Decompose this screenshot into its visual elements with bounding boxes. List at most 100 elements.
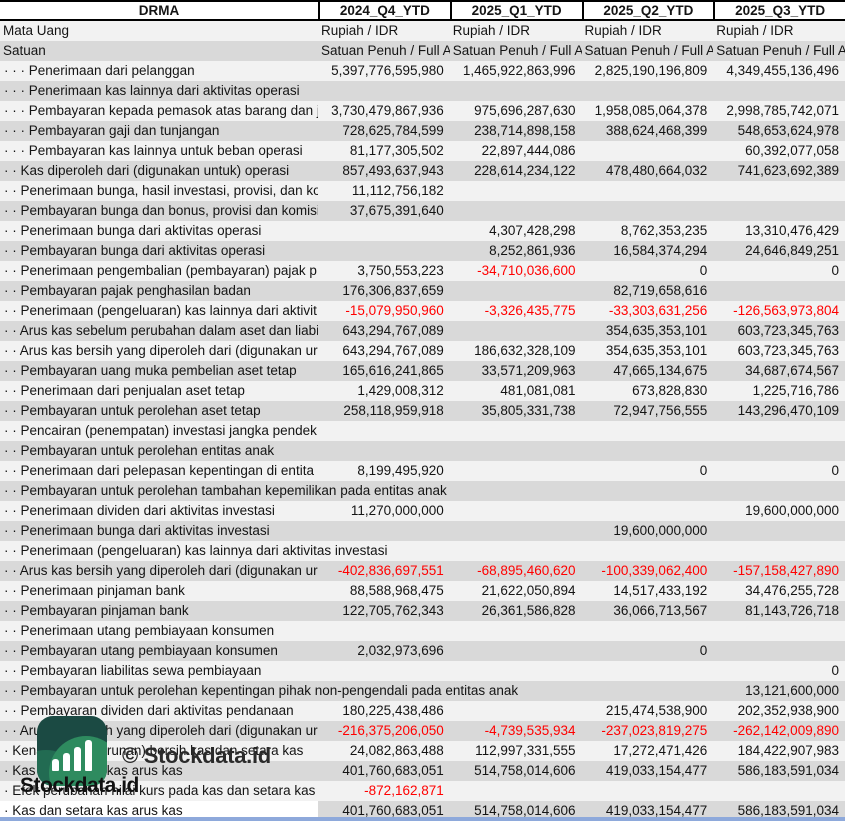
value-cell[interactable] <box>318 481 450 501</box>
value-cell[interactable]: 22,897,444,086 <box>481 143 576 158</box>
value-cell[interactable]: 741,623,692,389 <box>737 163 839 178</box>
value-cell[interactable] <box>582 661 714 681</box>
value-cell[interactable]: 857,493,637,943 <box>342 163 444 178</box>
value-cell[interactable] <box>713 481 845 501</box>
row-label[interactable]: · · · Pembayaran kepada pemasok atas bar… <box>4 103 318 118</box>
value-cell[interactable]: 19,600,000,000 <box>613 523 708 538</box>
value-cell[interactable]: 186,632,328,109 <box>474 343 576 358</box>
value-cell[interactable]: 180,225,438,486 <box>342 703 444 718</box>
value-cell[interactable] <box>450 81 582 101</box>
value-cell[interactable] <box>450 441 582 461</box>
value-cell[interactable]: 19,600,000,000 <box>745 503 839 518</box>
value-cell[interactable] <box>318 621 450 641</box>
value-cell[interactable]: 47,665,134,675 <box>613 363 708 378</box>
value-cell[interactable] <box>318 441 450 461</box>
value-cell[interactable]: 17,272,471,426 <box>613 743 708 758</box>
value-cell[interactable] <box>318 681 450 701</box>
value-cell[interactable] <box>582 201 714 221</box>
value-cell[interactable] <box>318 541 450 561</box>
value-cell[interactable] <box>713 621 845 641</box>
row-label[interactable]: · Kas dan setara kas arus kas <box>0 801 318 821</box>
value-cell[interactable]: 603,723,345,763 <box>737 343 839 358</box>
row-label[interactable]: · · Pembayaran untuk perolehan kepenting… <box>4 683 519 698</box>
value-cell[interactable]: 1,429,008,312 <box>357 383 444 398</box>
value-cell[interactable]: 354,635,353,101 <box>605 323 708 338</box>
meta-row-label[interactable]: Satuan <box>3 43 46 58</box>
value-cell[interactable]: 21,622,050,894 <box>481 583 576 598</box>
value-cell[interactable]: 11,270,000,000 <box>350 503 444 518</box>
value-cell[interactable]: -34,710,036,600 <box>477 263 576 278</box>
value-cell[interactable]: 0 <box>831 463 839 478</box>
row-label[interactable]: · · Arus kas bersih yang diperoleh dari … <box>4 343 318 358</box>
value-cell[interactable]: 1,958,085,064,378 <box>594 103 708 118</box>
value-cell[interactable]: 2,032,973,696 <box>357 643 444 658</box>
value-cell[interactable]: 514,758,014,606 <box>474 763 576 778</box>
row-label[interactable]: · · Pembayaran utang pembiayaan konsumen <box>4 643 278 658</box>
value-cell[interactable]: 4,349,455,136,496 <box>726 63 839 78</box>
value-cell[interactable]: 228,614,234,122 <box>474 163 576 178</box>
value-cell[interactable]: 88,588,968,475 <box>349 583 444 598</box>
value-cell[interactable]: 8,762,353,235 <box>620 223 708 238</box>
value-cell[interactable] <box>713 181 845 201</box>
value-cell[interactable] <box>713 641 845 661</box>
value-cell[interactable]: 0 <box>699 643 708 658</box>
column-header-2025-q3[interactable]: 2025_Q3_YTD <box>713 2 845 19</box>
value-cell[interactable] <box>450 321 582 341</box>
value-cell[interactable] <box>450 541 582 561</box>
value-cell[interactable] <box>713 81 845 101</box>
value-cell[interactable]: -157,158,427,890 <box>733 563 839 578</box>
value-cell[interactable]: -872,162,871 <box>364 783 444 798</box>
meta-row-value[interactable]: Rupiah / IDR <box>452 23 531 38</box>
value-cell[interactable] <box>318 521 450 541</box>
meta-row-value[interactable]: Satuan Penuh / Full A <box>716 43 845 58</box>
row-label[interactable]: · · · Pembayaran kas lainnya untuk beban… <box>4 143 303 158</box>
value-cell[interactable]: 4,307,428,298 <box>489 223 576 238</box>
value-cell[interactable]: 2,825,190,196,809 <box>594 63 708 78</box>
value-cell[interactable] <box>318 221 450 241</box>
column-header-2025-q2[interactable]: 2025_Q2_YTD <box>581 2 714 19</box>
value-cell[interactable]: 215,474,538,900 <box>605 703 708 718</box>
value-cell[interactable] <box>318 421 450 441</box>
value-cell[interactable]: 13,310,476,429 <box>745 223 839 238</box>
value-cell[interactable] <box>582 481 714 501</box>
value-cell[interactable] <box>582 541 714 561</box>
value-cell[interactable] <box>713 541 845 561</box>
row-label[interactable]: · · Pembayaran dividen dari aktivitas pe… <box>4 703 294 718</box>
value-cell[interactable] <box>450 661 582 681</box>
value-cell[interactable] <box>450 201 582 221</box>
value-cell[interactable] <box>582 681 714 701</box>
value-cell[interactable]: 24,646,849,251 <box>745 243 839 258</box>
value-cell[interactable] <box>582 621 714 641</box>
meta-row-label[interactable]: Mata Uang <box>3 23 70 38</box>
value-cell[interactable] <box>582 421 714 441</box>
value-cell[interactable] <box>713 201 845 221</box>
value-cell[interactable]: 0 <box>831 263 839 278</box>
value-cell[interactable]: 643,294,767,089 <box>342 323 444 338</box>
value-cell[interactable]: 419,033,154,477 <box>605 763 708 778</box>
value-cell[interactable] <box>450 181 582 201</box>
value-cell[interactable]: 0 <box>699 263 708 278</box>
row-label[interactable]: · · Arus kas sebelum perubahan dalam ase… <box>4 323 318 338</box>
row-label[interactable]: · · Penerimaan utang pembiayaan konsumen <box>4 623 275 638</box>
column-header-2025-q1[interactable]: 2025_Q1_YTD <box>449 2 582 19</box>
value-cell[interactable]: 0 <box>699 463 708 478</box>
value-cell[interactable]: 165,616,241,865 <box>342 363 444 378</box>
value-cell[interactable] <box>713 521 845 541</box>
value-cell[interactable]: 419,033,154,477 <box>605 803 708 818</box>
value-cell[interactable] <box>450 621 582 641</box>
value-cell[interactable]: 184,422,907,983 <box>737 743 839 758</box>
value-cell[interactable] <box>450 701 582 721</box>
value-cell[interactable]: 34,476,255,728 <box>745 583 839 598</box>
value-cell[interactable]: 3,730,479,867,936 <box>331 103 444 118</box>
value-cell[interactable]: -237,023,819,275 <box>601 723 708 738</box>
value-cell[interactable]: 258,118,959,918 <box>343 403 444 418</box>
row-label[interactable]: · · Pembayaran bunga dan bonus, provisi … <box>4 203 318 218</box>
value-cell[interactable] <box>450 481 582 501</box>
value-cell[interactable] <box>582 141 714 161</box>
row-label[interactable]: · · Pencairan (penempatan) investasi jan… <box>4 423 317 438</box>
row-label[interactable]: · · · Penerimaan kas lainnya dari aktivi… <box>4 83 300 98</box>
row-label[interactable]: · · Pembayaran liabilitas sewa pembiayaa… <box>4 663 262 678</box>
value-cell[interactable]: 401,760,683,051 <box>342 763 444 778</box>
meta-row-value[interactable]: Satuan Penuh / Full A <box>452 43 582 58</box>
value-cell[interactable]: 728,625,784,599 <box>342 123 444 138</box>
